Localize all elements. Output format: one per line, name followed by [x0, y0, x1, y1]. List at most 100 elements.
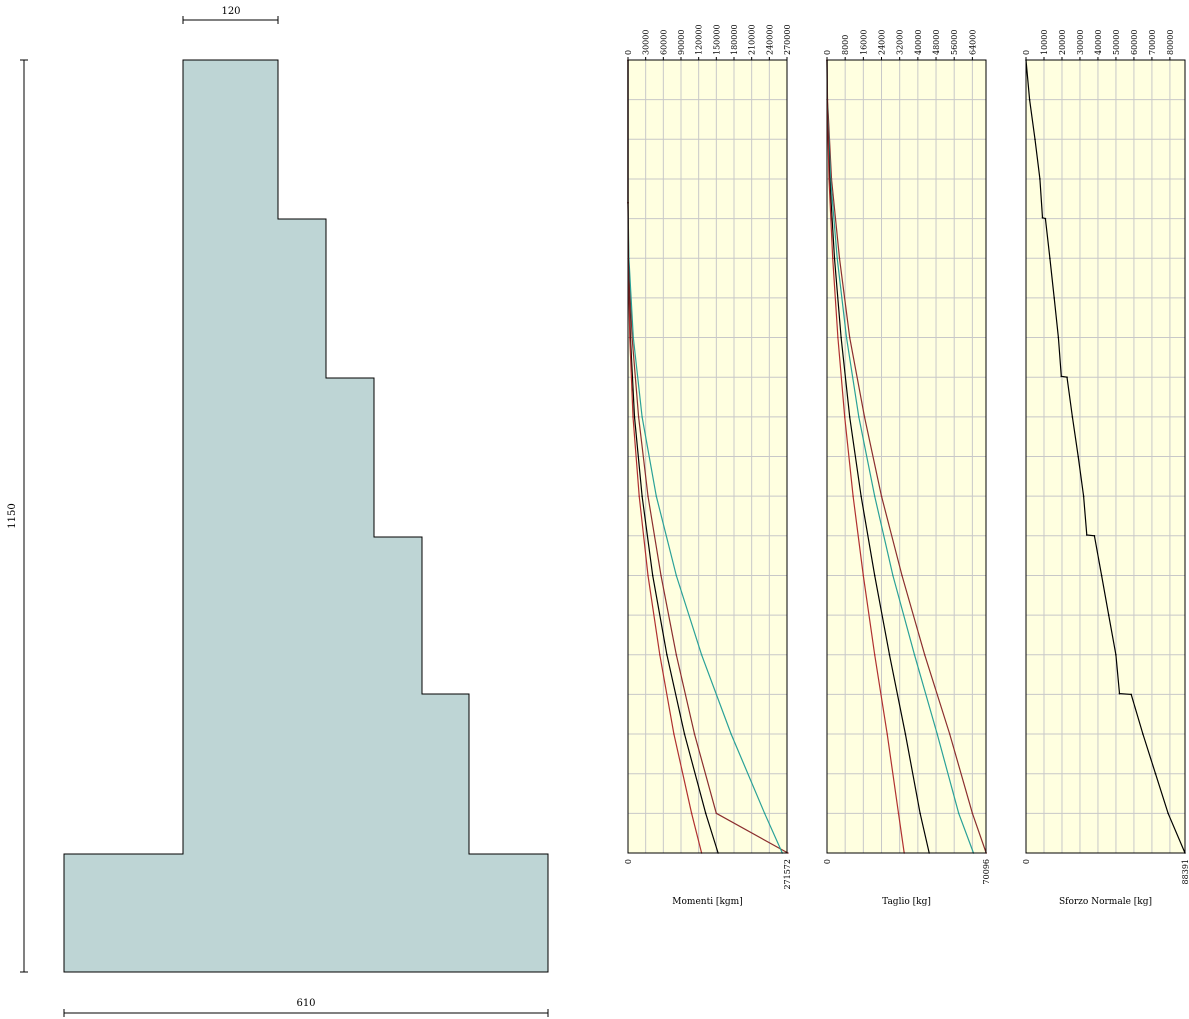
series-line	[826, 59, 975, 854]
plot-frame	[1025, 59, 1186, 854]
data-point	[873, 495, 876, 498]
data-point	[1039, 178, 1041, 180]
data-point	[1154, 772, 1157, 775]
x-tick-label: 150000	[712, 24, 721, 55]
data-point	[1093, 535, 1096, 537]
max-value-label: 271572	[783, 859, 792, 890]
chart-caption: Taglio [kg]	[882, 897, 931, 907]
wall-section	[63, 59, 549, 973]
data-point	[897, 812, 900, 815]
data-point	[660, 574, 662, 577]
data-point	[675, 574, 678, 577]
x-tick-label: 0	[823, 50, 832, 55]
series-line	[826, 59, 987, 854]
x-tick-label: 240000	[765, 24, 774, 55]
x-tick-label: 0	[1022, 50, 1031, 55]
x-tick-label: 50000	[1112, 30, 1121, 55]
data-point	[1077, 455, 1079, 458]
data-point	[831, 257, 834, 260]
data-point	[852, 495, 854, 498]
data-point	[1071, 416, 1074, 418]
x-tick-label: 210000	[748, 24, 757, 55]
data-point	[763, 812, 766, 815]
x-tick-label: 0	[624, 50, 633, 55]
data-point	[1118, 692, 1121, 695]
x-tick-label: 30000	[1076, 30, 1085, 55]
data-point	[1041, 217, 1044, 219]
x-tick-label: 60000	[659, 30, 668, 55]
chart-caption: Sforzo Normale [kg]	[1059, 897, 1152, 907]
data-point	[1086, 534, 1088, 536]
moment-chart: 0 30000 60000 90000 120000 150000 180000 210000…	[624, 24, 792, 907]
x-tick-label: 8000	[841, 35, 850, 55]
data-point	[730, 733, 732, 735]
data-point	[632, 416, 634, 418]
x-tick-label: 70000	[1148, 30, 1157, 55]
wall-section-shape	[63, 59, 549, 973]
data-point	[858, 416, 860, 418]
max-value-label: 88391	[1181, 859, 1189, 884]
series-line	[826, 59, 905, 854]
data-point	[715, 812, 718, 815]
data-point	[1044, 217, 1047, 220]
x-tick-label: 180000	[730, 24, 739, 55]
data-point	[838, 257, 841, 260]
data-point	[675, 654, 678, 656]
data-point	[690, 812, 693, 815]
min-value-label: 0	[1022, 859, 1031, 864]
data-point	[673, 733, 675, 735]
data-point	[860, 495, 862, 498]
data-point	[845, 336, 848, 339]
data-point	[1028, 98, 1031, 101]
chart-caption: Momenti [kgm]	[672, 897, 742, 907]
data-point	[936, 733, 938, 735]
x-tick-label: 40000	[914, 30, 923, 55]
data-point	[647, 495, 649, 498]
x-tick-label: 20000	[1058, 30, 1067, 55]
data-point	[971, 812, 974, 815]
data-point	[655, 495, 658, 498]
min-value-label: 0	[823, 859, 832, 864]
data-point	[913, 654, 916, 656]
data-point	[631, 336, 633, 339]
data-point	[888, 654, 891, 656]
data-point	[1060, 375, 1063, 378]
data-point	[840, 336, 842, 339]
data-point	[629, 336, 631, 339]
data-point	[1049, 257, 1051, 260]
base-width-label: 610	[296, 998, 315, 1009]
data-point	[651, 574, 654, 577]
shear-chart: 0 8000 16000 24000 32000 40000 48000 56000 64000…	[823, 30, 991, 907]
data-point	[904, 733, 907, 735]
x-tick-label: 80000	[1166, 30, 1175, 55]
data-point	[1107, 614, 1110, 616]
data-point	[833, 257, 836, 260]
data-point	[828, 178, 830, 180]
data-point	[923, 654, 926, 656]
data-point	[1057, 336, 1060, 339]
data-point	[1066, 376, 1068, 379]
data-point	[1142, 733, 1144, 735]
x-tick-label: 32000	[896, 30, 905, 55]
data-point	[641, 495, 643, 498]
data-point	[843, 416, 846, 418]
data-point	[880, 495, 883, 498]
data-point	[1100, 574, 1103, 577]
data-point	[666, 654, 668, 656]
data-point	[901, 574, 903, 577]
data-point	[659, 654, 661, 656]
plot-frame	[826, 59, 987, 854]
data-point	[704, 812, 707, 815]
data-point	[873, 654, 876, 656]
axial-force-chart: 0 10000 20000 30000 40000 50000 60000 70000 8000…	[1022, 30, 1189, 907]
data-point	[1082, 495, 1085, 498]
data-point	[848, 336, 851, 339]
x-tick-label: 48000	[932, 30, 941, 55]
x-tick-label: 60000	[1130, 30, 1139, 55]
data-point	[862, 574, 865, 577]
min-value-label: 0	[624, 859, 633, 864]
data-point	[1167, 812, 1169, 815]
data-point	[892, 574, 894, 577]
x-tick-label: 270000	[783, 24, 792, 55]
